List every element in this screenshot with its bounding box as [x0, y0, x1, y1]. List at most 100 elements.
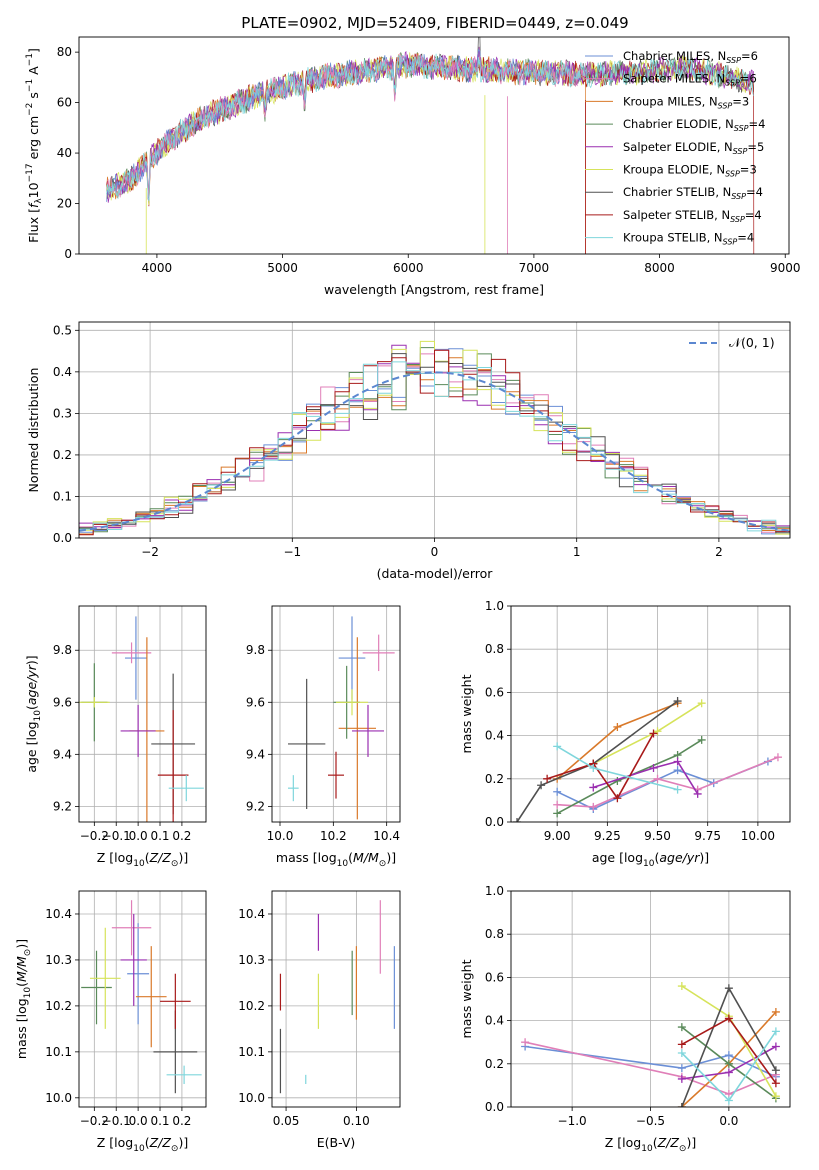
data-point — [553, 787, 562, 796]
axes-frame — [78, 890, 207, 1108]
axes-frame — [78, 605, 207, 823]
data-point — [653, 774, 662, 783]
y-tick-label: 0.2 — [53, 448, 72, 462]
y-tick-label: 10.3 — [45, 953, 72, 967]
data-point — [589, 802, 598, 811]
data-point — [673, 757, 682, 766]
y-tick-label: 10.4 — [45, 907, 72, 921]
y-tick-label: 9.6 — [246, 695, 265, 709]
data-point — [724, 984, 733, 993]
data-point — [771, 1066, 780, 1075]
legend: Chabrier MILES, NSSP=6 Salpeter MILES, NS… — [585, 49, 765, 247]
panel-spectrum: 4000 5000 6000 7000 8000 9000 0 20 40 60 80 Chabrie… — [25, 36, 801, 297]
data-point — [613, 722, 622, 731]
y-tick-label: 10.2 — [45, 999, 72, 1013]
y-tick-label: 10.0 — [45, 1091, 72, 1105]
legend-entry: Chabrier MILES, NSSP=6 — [623, 49, 758, 65]
data-point — [553, 742, 562, 751]
figure-title: PLATE=0902, MJD=52409, FIBERID=0449, z=0… — [241, 14, 628, 32]
series-salpeter-stelib — [543, 729, 658, 803]
data-point — [677, 982, 686, 991]
normal-curve — [78, 371, 791, 532]
y-tick-label: 0.3 — [53, 406, 72, 420]
y-axis-label: Flux [fλ10−17 erg cm−2 s−1 A−1] — [25, 48, 44, 243]
x-axis-label: (data-model)/error — [377, 566, 494, 581]
legend-entry: Chabrier ELODIE, NSSP=4 — [623, 117, 765, 133]
data-point — [724, 1051, 733, 1060]
y-tick-label: 0.8 — [485, 642, 504, 656]
data-point — [677, 1103, 686, 1107]
panel-age-vs-mass: 10.0 10.2 10.4 9.2 9.4 9.6 9.8 mass [log10(M/M⊙… — [246, 605, 401, 869]
data-point — [771, 1042, 780, 1051]
y-tick-label: 1.0 — [485, 884, 504, 898]
axes-frame — [271, 890, 401, 1108]
data-point — [724, 1059, 733, 1068]
series-line — [593, 760, 699, 795]
y-tick-label: 9.4 — [53, 747, 72, 761]
x-tick-label: 10.0 — [267, 829, 294, 843]
error-bar-chabrier-miles — [124, 616, 147, 700]
x-tick-label: −0.5 — [636, 1114, 665, 1128]
panel-residuals: −2 −1 0 1 2 0.0 0.1 0.2 0.3 0.4 0.5 𝒩(0, 1) (data-mo… — [26, 321, 791, 581]
error-bar-salpeter-miles — [111, 642, 152, 664]
x-tick-label: −1 — [283, 545, 301, 559]
panel-age-vs-Z: −0.2−0.10.0 0.1 0.2 9.2 9.4 9.6 9.8 Z [log10(Z/… — [24, 605, 207, 869]
x-tick-label: 0.05 — [273, 1114, 300, 1128]
y-tick-label: 0.0 — [485, 1100, 504, 1114]
series-line — [556, 739, 703, 815]
x-tick-label: 9000 — [770, 261, 801, 275]
error-bar-chabrier-miles — [127, 923, 150, 1025]
y-tick-label: 10.2 — [238, 999, 265, 1013]
y-axis-label: age [log10(age/yr)] — [24, 655, 43, 772]
axes-frame — [510, 890, 791, 1108]
x-tick-label: 1 — [573, 545, 581, 559]
y-tick-label: 40 — [57, 146, 72, 160]
data-point — [613, 794, 622, 803]
series-kroupa-stelib — [677, 1027, 780, 1105]
data-point — [693, 789, 702, 798]
y-tick-label: 10.0 — [238, 1091, 265, 1105]
data-point — [543, 774, 552, 783]
data-point — [673, 697, 682, 706]
legend-entry: Salpeter ELODIE, NSSP=5 — [623, 140, 764, 156]
x-tick-label: 8000 — [644, 261, 675, 275]
data-point — [553, 809, 562, 818]
error-bar-kroupa-stelib — [288, 775, 299, 802]
x-axis-label: E(B-V) — [317, 1135, 356, 1150]
x-tick-label: 4000 — [142, 261, 173, 275]
legend-entry: Kroupa STELIB, NSSP=4 — [623, 231, 754, 247]
error-bar-kroupa-elodie — [79, 697, 110, 708]
y-tick-label: 0.4 — [485, 729, 504, 743]
axes-frame — [78, 36, 790, 255]
data-point — [649, 729, 658, 738]
data-point — [771, 1027, 780, 1036]
legend-entry: Salpeter MILES, NSSP=6 — [623, 72, 757, 88]
x-axis-label: Z [log10(Z/Z⊙)] — [605, 1135, 696, 1154]
x-tick-label: −0.1 — [102, 1114, 131, 1128]
x-tick-label: 9.75 — [694, 829, 721, 843]
x-tick-label: 9.00 — [544, 829, 571, 843]
series-chabrier-stelib — [677, 984, 780, 1107]
x-tick-label: −0.2 — [80, 1114, 109, 1128]
data-point — [724, 1014, 733, 1023]
y-axis-label: Normed distribution — [26, 368, 41, 493]
y-tick-label: 80 — [57, 45, 72, 59]
error-bar-salpeter-elodie — [352, 704, 384, 757]
legend-entry: Salpeter STELIB, NSSP=4 — [623, 208, 762, 224]
x-tick-label: 0.0 — [719, 1114, 738, 1128]
data-point — [773, 753, 782, 762]
x-tick-label: 6000 — [393, 261, 424, 275]
data-point — [771, 1092, 780, 1101]
y-tick-label: 9.6 — [53, 695, 72, 709]
error-bar-salpeter-elodie — [120, 704, 156, 757]
y-tick-label: 0.2 — [485, 1057, 504, 1071]
x-tick-label: 9.25 — [594, 829, 621, 843]
error-bar-salpeter-miles — [111, 900, 152, 956]
x-tick-label: 10.00 — [741, 829, 775, 843]
data-point — [677, 1049, 686, 1057]
legend-entry: 𝒩(0, 1) — [729, 335, 775, 350]
x-tick-label: 5000 — [267, 261, 298, 275]
x-axis-label: Z [log10(Z/Z⊙)] — [97, 1135, 188, 1154]
series-line — [546, 733, 655, 800]
